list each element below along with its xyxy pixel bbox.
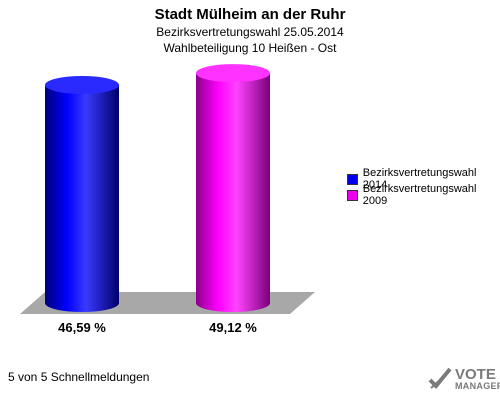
legend-swatch-2009	[347, 189, 358, 201]
data-label-2009: 49,12 %	[209, 320, 257, 335]
chart-subtitle-election: Bezirksvertretungswahl 25.05.2014	[156, 25, 344, 39]
bar-2009-body	[196, 73, 270, 312]
chart-title: Stadt Mülheim an der Ruhr	[154, 6, 346, 23]
legend-swatch-2014	[347, 173, 358, 185]
chart-subtitle-turnout: Wahlbeteiligung 10 Heißen - Ost	[163, 41, 337, 55]
bar-2009	[196, 64, 270, 312]
checkmark-logo-icon	[428, 367, 452, 389]
bar-2014-top	[45, 75, 119, 94]
brand-vote-text: VOTE	[455, 366, 496, 383]
footer-note: 5 von 5 Schnellmeldungen	[8, 370, 150, 384]
bar-2009-top	[196, 64, 270, 83]
legend-item-2014: Bezirksvertretungswahl 2014	[347, 167, 500, 191]
data-label-2014: 46,59 %	[58, 320, 106, 335]
bar-2014-body	[45, 84, 119, 312]
bar-2014	[45, 75, 119, 312]
legend-label-2009: Bezirksvertretungswahl 2009	[362, 183, 477, 207]
legend: Bezirksvertretungswahl 2014 Bezirksvertr…	[347, 167, 500, 207]
brand-manager-text: MANAGER	[455, 381, 500, 391]
legend-item-2009: Bezirksvertretungswahl 2009	[347, 183, 500, 207]
legend-label-2014: Bezirksvertretungswahl 2014	[362, 167, 477, 191]
vote-manager-logo: VOTE MANAGER	[428, 366, 500, 392]
